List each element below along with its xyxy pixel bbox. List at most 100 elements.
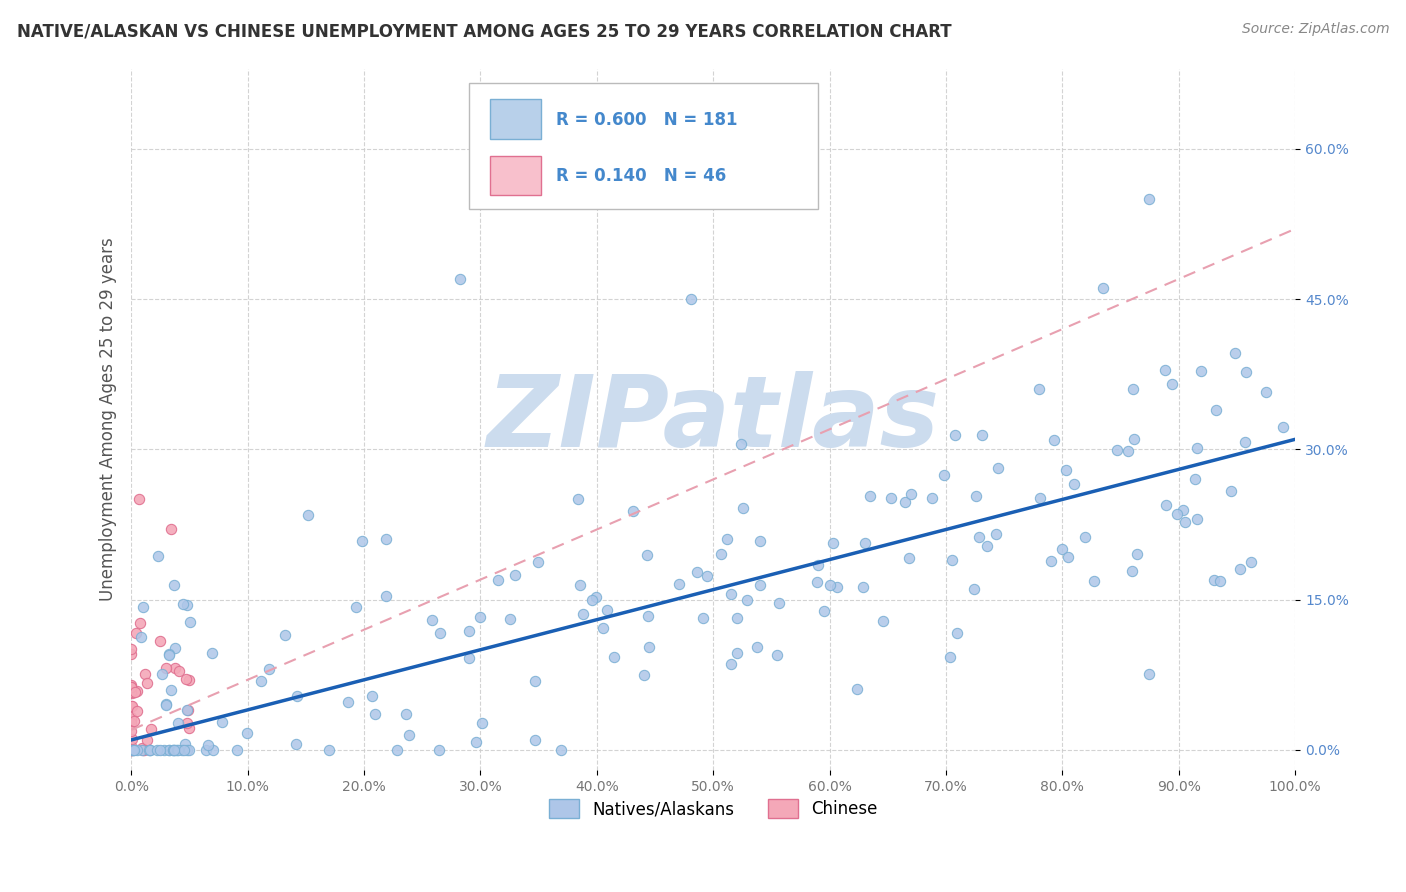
Point bbox=[202, 743, 225, 757]
Point bbox=[686, 565, 709, 579]
Point bbox=[748, 577, 770, 591]
Text: ZIPatlas: ZIPatlas bbox=[486, 371, 939, 467]
Point bbox=[1083, 574, 1105, 588]
Point bbox=[166, 743, 188, 757]
Point bbox=[374, 532, 396, 546]
Point bbox=[1184, 472, 1206, 486]
Legend: Natives/Alaskans, Chinese: Natives/Alaskans, Chinese bbox=[543, 792, 884, 825]
Point bbox=[177, 673, 200, 687]
Point bbox=[121, 731, 143, 746]
Point bbox=[150, 666, 173, 681]
Point bbox=[121, 686, 143, 700]
Point bbox=[225, 743, 247, 757]
Point bbox=[138, 743, 160, 757]
Point bbox=[464, 735, 486, 749]
Point bbox=[120, 680, 142, 694]
Point bbox=[176, 743, 198, 757]
Text: Source: ZipAtlas.com: Source: ZipAtlas.com bbox=[1241, 22, 1389, 37]
Point bbox=[1272, 419, 1295, 434]
Point bbox=[136, 676, 159, 690]
Point bbox=[681, 292, 703, 306]
Point bbox=[921, 491, 943, 506]
Point bbox=[236, 726, 259, 740]
Point bbox=[120, 681, 142, 695]
Point bbox=[128, 492, 150, 507]
Point bbox=[972, 428, 994, 442]
Point bbox=[725, 646, 748, 660]
Point bbox=[120, 743, 142, 757]
Point bbox=[148, 634, 170, 648]
Point bbox=[1137, 192, 1160, 206]
Point bbox=[285, 690, 308, 704]
Point bbox=[853, 536, 876, 550]
Point bbox=[1121, 564, 1143, 578]
Point bbox=[596, 603, 619, 617]
Point bbox=[967, 530, 990, 544]
Point bbox=[768, 596, 790, 610]
Point bbox=[1052, 541, 1074, 556]
Point bbox=[120, 683, 142, 698]
Point bbox=[257, 662, 280, 676]
Point bbox=[806, 574, 828, 589]
Point bbox=[946, 626, 969, 640]
Point bbox=[179, 615, 201, 630]
Point bbox=[361, 689, 384, 703]
Point bbox=[1154, 498, 1177, 512]
Point bbox=[167, 664, 190, 678]
Point bbox=[120, 712, 142, 726]
Point bbox=[524, 674, 547, 689]
Point bbox=[211, 714, 233, 729]
Point bbox=[159, 682, 181, 697]
Point bbox=[1054, 463, 1077, 477]
Point bbox=[524, 733, 547, 747]
Point bbox=[139, 722, 162, 736]
Point bbox=[571, 607, 593, 622]
Point bbox=[174, 673, 197, 687]
Point bbox=[125, 704, 148, 718]
Point bbox=[692, 611, 714, 625]
Point bbox=[1254, 385, 1277, 400]
Point bbox=[395, 707, 418, 722]
Point bbox=[965, 489, 987, 503]
Point bbox=[157, 743, 180, 757]
Point bbox=[139, 743, 162, 757]
Point bbox=[120, 698, 142, 713]
Point bbox=[1229, 562, 1251, 576]
Point bbox=[637, 608, 659, 623]
Point bbox=[176, 702, 198, 716]
Point bbox=[132, 599, 155, 614]
Point bbox=[633, 667, 655, 681]
Point bbox=[173, 743, 195, 757]
Point bbox=[136, 732, 159, 747]
Point bbox=[457, 624, 479, 639]
Point bbox=[945, 428, 967, 442]
Point bbox=[159, 647, 181, 661]
Point bbox=[120, 713, 142, 727]
Point bbox=[274, 628, 297, 642]
Point bbox=[1234, 434, 1257, 449]
Point bbox=[120, 743, 142, 757]
Point bbox=[471, 716, 494, 731]
Point bbox=[172, 597, 194, 611]
Point bbox=[1189, 364, 1212, 378]
Point bbox=[121, 743, 143, 757]
Point bbox=[846, 681, 869, 696]
Point bbox=[1239, 555, 1261, 569]
Point bbox=[621, 504, 644, 518]
Point bbox=[1219, 483, 1241, 498]
Point bbox=[963, 582, 986, 597]
Point bbox=[120, 710, 142, 724]
FancyBboxPatch shape bbox=[468, 83, 818, 209]
Point bbox=[132, 743, 155, 757]
Point bbox=[1092, 280, 1115, 294]
Point bbox=[1028, 491, 1050, 506]
Point bbox=[1234, 365, 1257, 379]
Point bbox=[121, 743, 143, 757]
Point bbox=[592, 620, 614, 634]
Point bbox=[1160, 377, 1182, 392]
Text: R = 0.140   N = 46: R = 0.140 N = 46 bbox=[557, 167, 727, 185]
Point bbox=[127, 743, 149, 757]
Point bbox=[745, 640, 768, 655]
Point bbox=[120, 715, 142, 730]
Point bbox=[427, 743, 450, 757]
